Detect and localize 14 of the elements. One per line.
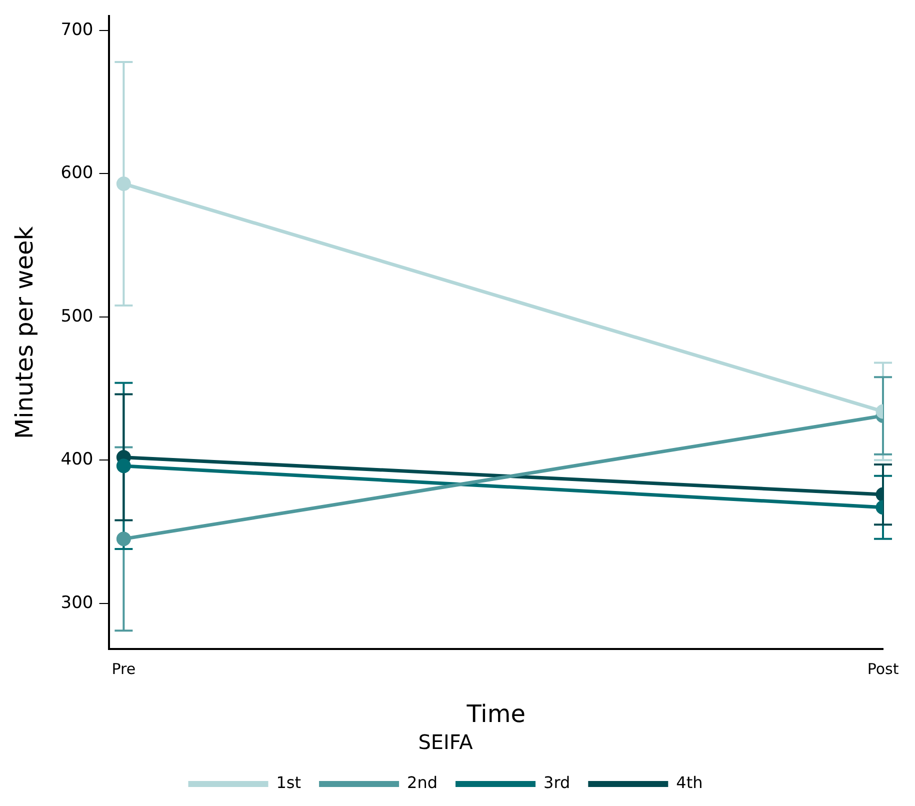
y-tick-label: 700 (60, 20, 94, 40)
y-tick-label: 600 (60, 163, 94, 184)
y-tick-label: 400 (60, 450, 94, 470)
legend-label: 4th (676, 773, 703, 792)
legend-label: 1st (276, 773, 302, 792)
x-tick-label: Pre (112, 660, 136, 678)
y-tick-label: 300 (60, 592, 94, 613)
y-axis-title: Minutes per week (10, 226, 39, 440)
x-axis-title: Time (466, 700, 526, 728)
legend-label: 2nd (407, 773, 438, 792)
y-tick-label: 500 (60, 306, 94, 326)
x-tick-label: Post (867, 660, 899, 678)
legend-title: SEIFA (418, 730, 474, 754)
legend-label: 3rd (544, 773, 570, 792)
